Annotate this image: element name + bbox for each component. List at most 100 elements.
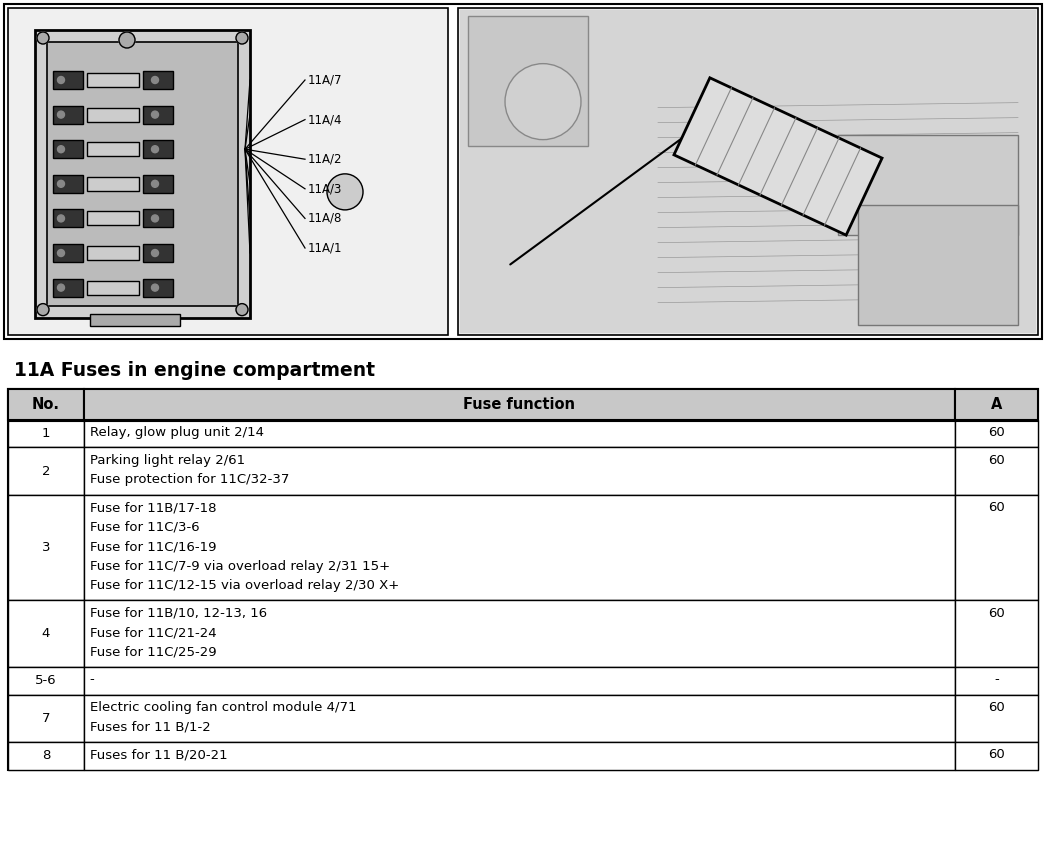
Bar (8, 495, 84, 601)
Bar (955, 389, 1038, 420)
Bar (955, 495, 1038, 601)
Text: Fuse for 11B/10, 12-13, 16: Fuse for 11B/10, 12-13, 16 (90, 607, 267, 620)
Bar (955, 420, 1038, 448)
Bar (8, 8, 448, 335)
Text: 11A/8: 11A/8 (308, 212, 342, 225)
Text: Fuse for 11C/3-6: Fuse for 11C/3-6 (90, 521, 200, 534)
Bar (87, 281, 139, 294)
Text: Electric cooling fan control module 4/71: Electric cooling fan control module 4/71 (90, 701, 357, 714)
Circle shape (236, 32, 248, 44)
Bar (90, 314, 180, 326)
Circle shape (152, 284, 159, 291)
Bar (84, 448, 955, 495)
Bar (143, 106, 173, 124)
Bar (143, 140, 173, 158)
Text: 11A/1: 11A/1 (308, 241, 342, 255)
Bar (458, 8, 1038, 335)
Circle shape (152, 111, 159, 118)
Text: Fuses for 11 B/20-21: Fuses for 11 B/20-21 (90, 749, 227, 761)
Circle shape (58, 284, 65, 291)
Bar (8, 695, 84, 742)
Circle shape (236, 304, 248, 316)
Text: 11A/4: 11A/4 (308, 113, 342, 126)
Polygon shape (674, 78, 882, 235)
Bar (87, 107, 139, 122)
Circle shape (58, 180, 65, 187)
Bar (8, 448, 84, 495)
Text: Fuse for 11C/16-19: Fuse for 11C/16-19 (90, 540, 217, 553)
Text: 60: 60 (988, 426, 1005, 439)
Circle shape (152, 250, 159, 256)
Bar (53, 106, 83, 124)
Bar (84, 495, 955, 601)
Bar (955, 667, 1038, 695)
Text: Fuse for 11B/17-18: Fuse for 11B/17-18 (90, 502, 217, 514)
Text: 11A/2: 11A/2 (308, 153, 342, 166)
Bar (8, 389, 84, 420)
Bar (87, 246, 139, 260)
Bar (87, 73, 139, 87)
Circle shape (58, 111, 65, 118)
Bar (460, 10, 1036, 332)
Bar (8, 420, 84, 448)
Text: -: - (994, 673, 999, 686)
Bar (53, 71, 83, 89)
Bar (84, 601, 955, 667)
Text: 11A/7: 11A/7 (308, 74, 342, 86)
Text: 8: 8 (42, 750, 50, 762)
Circle shape (58, 215, 65, 222)
Text: A: A (991, 397, 1002, 412)
Bar (955, 601, 1038, 667)
Circle shape (152, 180, 159, 187)
Circle shape (505, 63, 581, 140)
Text: 2: 2 (42, 464, 50, 478)
Text: No.: No. (32, 397, 60, 412)
Text: Fuse protection for 11C/32-37: Fuse protection for 11C/32-37 (90, 474, 289, 486)
Bar (87, 142, 139, 157)
Bar (143, 278, 173, 297)
Text: 5-6: 5-6 (36, 674, 56, 687)
Text: 60: 60 (988, 749, 1005, 761)
Bar (955, 448, 1038, 495)
Circle shape (327, 174, 363, 210)
Circle shape (152, 215, 159, 222)
Circle shape (37, 32, 49, 44)
Bar (8, 742, 84, 770)
Text: 60: 60 (988, 454, 1005, 467)
Bar (8, 601, 84, 667)
Bar (143, 244, 173, 262)
Bar (47, 42, 238, 305)
Bar (53, 278, 83, 297)
Bar (955, 742, 1038, 770)
Text: 60: 60 (988, 607, 1005, 620)
Text: Fuse for 11C/21-24: Fuse for 11C/21-24 (90, 626, 217, 640)
Text: 60: 60 (988, 502, 1005, 514)
Bar (84, 667, 955, 695)
Bar (955, 695, 1038, 742)
Bar (53, 175, 83, 193)
Text: 11A/3: 11A/3 (308, 183, 342, 195)
Circle shape (58, 250, 65, 256)
Text: Fuses for 11 B/1-2: Fuses for 11 B/1-2 (90, 721, 210, 733)
Text: Fuse for 11C/12-15 via overload relay 2/30 X+: Fuse for 11C/12-15 via overload relay 2/… (90, 579, 399, 592)
Bar (143, 210, 173, 228)
Bar (838, 135, 1018, 234)
Circle shape (119, 32, 135, 48)
Bar (35, 30, 250, 317)
Bar (143, 175, 173, 193)
Circle shape (58, 146, 65, 153)
Bar (8, 667, 84, 695)
Bar (468, 16, 588, 146)
Text: Relay, glow plug unit 2/14: Relay, glow plug unit 2/14 (90, 426, 264, 439)
Bar (84, 420, 955, 448)
Bar (143, 71, 173, 89)
Text: 3: 3 (42, 541, 50, 554)
Text: 1: 1 (42, 427, 50, 440)
Circle shape (152, 76, 159, 84)
Text: Fuse for 11C/25-29: Fuse for 11C/25-29 (90, 645, 217, 659)
Text: 60: 60 (988, 701, 1005, 714)
Circle shape (58, 76, 65, 84)
Text: Parking light relay 2/61: Parking light relay 2/61 (90, 454, 245, 467)
Text: 11A Fuses in engine compartment: 11A Fuses in engine compartment (14, 361, 374, 380)
Bar (53, 244, 83, 262)
